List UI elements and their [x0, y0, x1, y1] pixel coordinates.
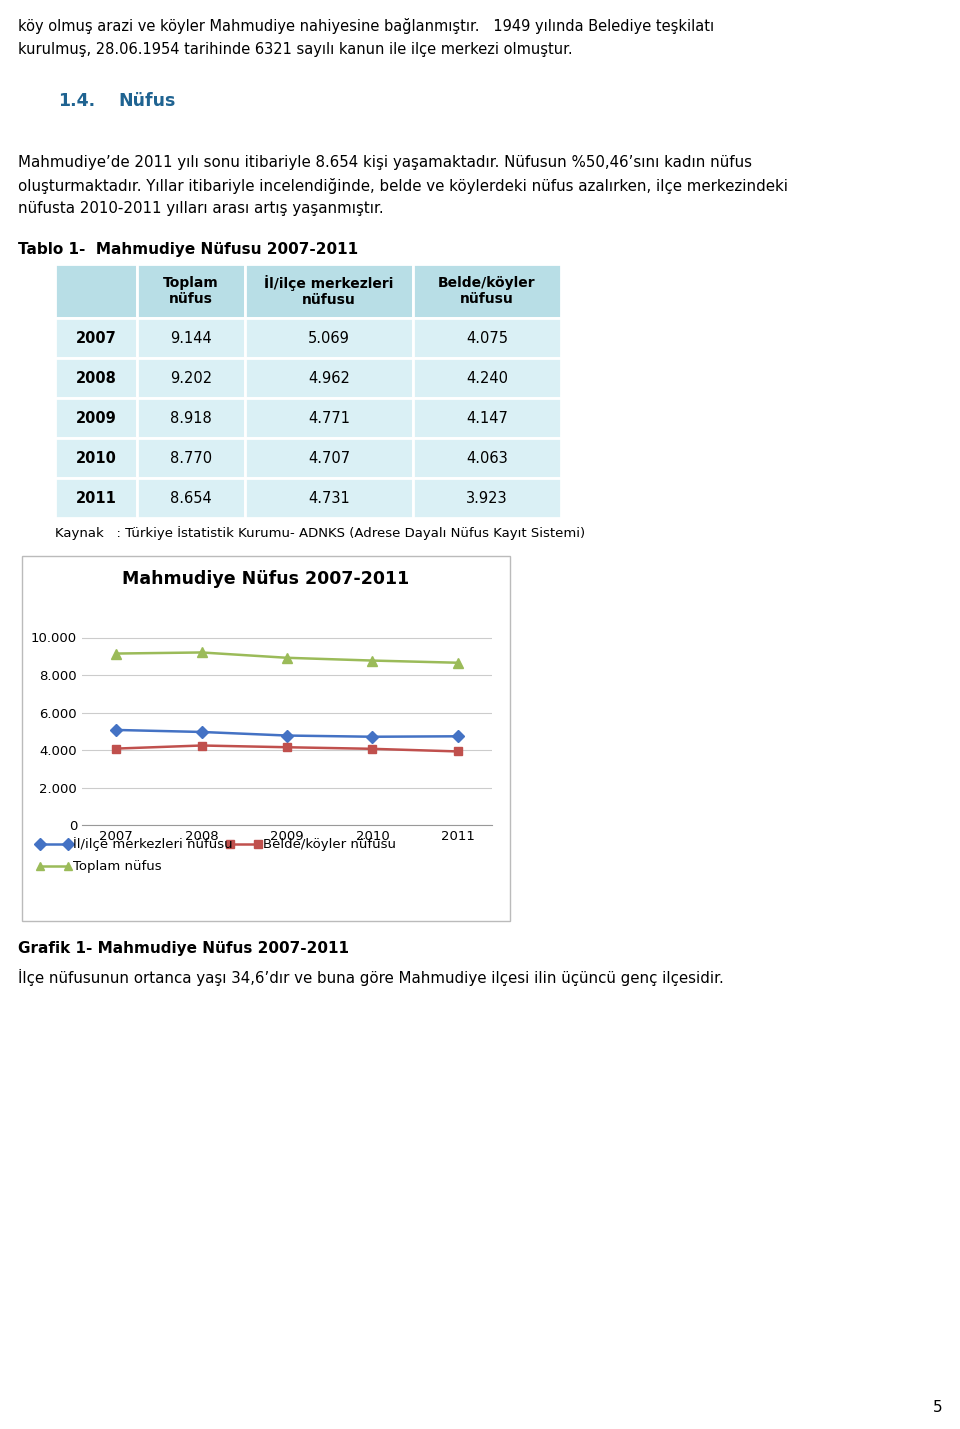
Bar	[245, 359, 413, 399]
Text: 4.707: 4.707	[308, 450, 350, 466]
Bar	[137, 477, 245, 517]
Bar	[413, 319, 561, 359]
Text: 4.240: 4.240	[466, 370, 508, 386]
Bar	[413, 439, 561, 477]
Bar	[55, 439, 137, 477]
Text: Toplam nüfus: Toplam nüfus	[73, 859, 161, 873]
Text: 9.202: 9.202	[170, 370, 212, 386]
Bar	[22, 556, 510, 922]
Bar	[413, 264, 561, 319]
Bar	[137, 264, 245, 319]
Text: nüfusta 2010-2011 yılları arası artış yaşanmıştır.: nüfusta 2010-2011 yılları arası artış ya…	[18, 201, 384, 216]
Bar	[55, 399, 137, 439]
Text: Tablo 1-  Mahmudiye Nüfusu 2007-2011: Tablo 1- Mahmudiye Nüfusu 2007-2011	[18, 242, 358, 257]
Text: 5.069: 5.069	[308, 330, 350, 346]
Bar	[137, 399, 245, 439]
Text: 1.4.: 1.4.	[58, 91, 95, 110]
Text: 8.770: 8.770	[170, 450, 212, 466]
Text: Belde/köyler
nüfusu: Belde/köyler nüfusu	[438, 276, 536, 306]
Bar	[137, 439, 245, 477]
Bar	[245, 319, 413, 359]
Text: 2007: 2007	[76, 330, 116, 346]
Text: 4.771: 4.771	[308, 410, 350, 426]
Text: İlçe nüfusunun ortanca yaşı 34,6’dır ve buna göre Mahmudiye ilçesi ilin üçüncü g: İlçe nüfusunun ortanca yaşı 34,6’dır ve …	[18, 969, 724, 986]
Text: 4.731: 4.731	[308, 490, 349, 506]
Text: Toplam
nüfus: Toplam nüfus	[163, 276, 219, 306]
Text: köy olmuş arazi ve köyler Mahmudiye nahiyesine bağlanmıştır.   1949 yılında Bele: köy olmuş arazi ve köyler Mahmudiye nahi…	[18, 19, 714, 34]
Text: 8.654: 8.654	[170, 490, 212, 506]
Text: Nüfus: Nüfus	[118, 91, 176, 110]
Text: oluşturmaktadır. Yıllar itibariyle incelendiğinde, belde ve köylerdeki nüfus aza: oluşturmaktadır. Yıllar itibariyle incel…	[18, 179, 788, 194]
Bar	[55, 319, 137, 359]
Bar	[245, 439, 413, 477]
Text: 9.144: 9.144	[170, 330, 212, 346]
Text: 4.147: 4.147	[466, 410, 508, 426]
Text: İl/ilçe merkezleri
nüfusu: İl/ilçe merkezleri nüfusu	[264, 274, 394, 307]
Bar	[413, 399, 561, 439]
Text: 5: 5	[932, 1400, 942, 1415]
Text: 4.962: 4.962	[308, 370, 350, 386]
Text: 2011: 2011	[76, 490, 116, 506]
Text: 4.075: 4.075	[466, 330, 508, 346]
Bar	[245, 477, 413, 517]
Bar	[137, 359, 245, 399]
Bar	[245, 399, 413, 439]
Bar	[55, 359, 137, 399]
Bar	[55, 264, 137, 319]
Bar	[245, 264, 413, 319]
Bar	[413, 359, 561, 399]
Text: 2009: 2009	[76, 410, 116, 426]
Text: 2008: 2008	[76, 370, 116, 386]
Text: Kaynak   : Türkiye İstatistik Kurumu- ADNKS (Adrese Dayalı Nüfus Kayıt Sistemi): Kaynak : Türkiye İstatistik Kurumu- ADNK…	[55, 526, 586, 540]
Text: Belde/köyler nüfusu: Belde/köyler nüfusu	[263, 837, 396, 850]
Text: kurulmuş, 28.06.1954 tarihinde 6321 sayılı kanun ile ilçe merkezi olmuştur.: kurulmuş, 28.06.1954 tarihinde 6321 sayı…	[18, 41, 572, 57]
Text: Mahmudiye Nüfus 2007-2011: Mahmudiye Nüfus 2007-2011	[122, 570, 410, 587]
Text: İl/ilçe merkezleri nüfusu: İl/ilçe merkezleri nüfusu	[73, 837, 232, 852]
Text: 4.063: 4.063	[467, 450, 508, 466]
Bar	[55, 477, 137, 517]
Text: 3.923: 3.923	[467, 490, 508, 506]
Text: Grafik 1- Mahmudiye Nüfus 2007-2011: Grafik 1- Mahmudiye Nüfus 2007-2011	[18, 942, 349, 956]
Text: 2010: 2010	[76, 450, 116, 466]
Text: Mahmudiye’de 2011 yılı sonu itibariyle 8.654 kişi yaşamaktadır. Nüfusun %50,46’s: Mahmudiye’de 2011 yılı sonu itibariyle 8…	[18, 154, 752, 170]
Text: 8.918: 8.918	[170, 410, 212, 426]
Bar	[137, 319, 245, 359]
Bar	[413, 477, 561, 517]
